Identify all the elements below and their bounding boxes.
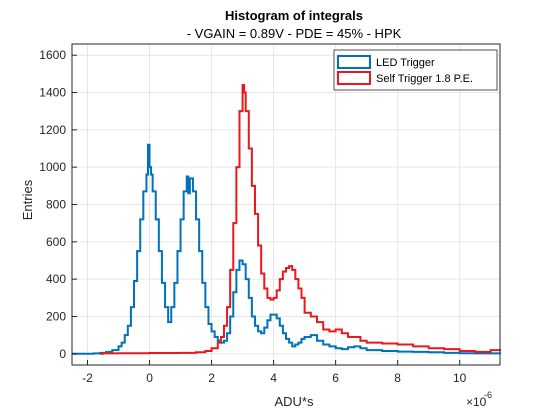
x-axis-label: ADU*s bbox=[274, 394, 314, 409]
legend-label-self: Self Trigger 1.8 P.E. bbox=[376, 73, 473, 85]
x-tick-label: 4 bbox=[270, 371, 277, 385]
y-tick-label: 1600 bbox=[39, 48, 66, 62]
x-tick-label: 0 bbox=[146, 371, 153, 385]
x-exponent-label: ×10 -6 bbox=[466, 390, 492, 409]
y-tick-label: 600 bbox=[46, 235, 66, 249]
legend-label-led: LED Trigger bbox=[376, 57, 435, 69]
y-tick-label: 800 bbox=[46, 198, 66, 212]
series-line-self-trigger bbox=[99, 84, 501, 355]
y-tick-label: 1400 bbox=[39, 86, 66, 100]
chart-title: Histogram of integrals bbox=[225, 8, 363, 23]
y-tick-label: 1000 bbox=[39, 160, 66, 174]
legend-swatch-led bbox=[337, 55, 371, 69]
x-tick-label: 2 bbox=[208, 371, 215, 385]
x-exponent-power: -6 bbox=[484, 390, 492, 400]
y-tick-label: 0 bbox=[59, 347, 66, 361]
series-layer bbox=[72, 84, 501, 355]
legend: LED Trigger Self Trigger 1.8 P.E. bbox=[333, 49, 498, 91]
y-tick-label: 1200 bbox=[39, 123, 66, 137]
x-exponent-base: ×10 bbox=[466, 395, 487, 409]
axes: -2 0 2 4 6 8 10 0 200 400 600 800 1000 1200 1400 1600 bbox=[39, 43, 501, 385]
y-tick-label: 200 bbox=[46, 309, 66, 323]
grid-lines bbox=[72, 44, 500, 365]
x-tick-label: 8 bbox=[394, 371, 401, 385]
x-tick-label: 6 bbox=[332, 371, 339, 385]
y-axis-label: Entries bbox=[20, 179, 35, 220]
axis-box bbox=[71, 43, 501, 366]
legend-swatch-self bbox=[337, 71, 371, 85]
x-tick-label: -2 bbox=[82, 371, 93, 385]
chart-subtitle: - VGAIN = 0.89V - PDE = 45% - HPK bbox=[187, 26, 402, 41]
x-tick-label: 10 bbox=[453, 371, 467, 385]
y-tick-label: 400 bbox=[46, 272, 66, 286]
series-line-led-trigger bbox=[72, 143, 501, 355]
